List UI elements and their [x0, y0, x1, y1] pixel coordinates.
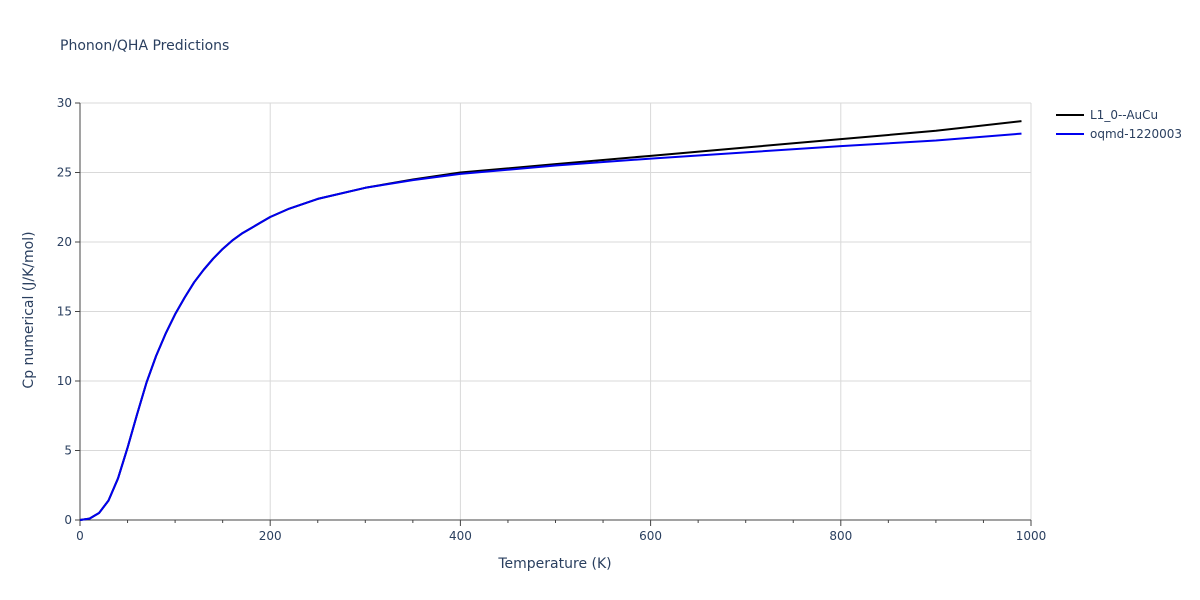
- legend[interactable]: L1_0--AuCu oqmd-1220003: [1056, 108, 1182, 141]
- y-tick-label: 0: [64, 513, 72, 527]
- x-tick-label: 400: [449, 529, 472, 543]
- x-tick-label: 1000: [1016, 529, 1047, 543]
- legend-label: L1_0--AuCu: [1090, 108, 1158, 122]
- series-line-2: [79, 132, 1022, 521]
- y-tick-label: 5: [64, 444, 72, 458]
- y-tick-label: 15: [57, 305, 72, 319]
- legend-item-2[interactable]: oqmd-1220003: [1056, 127, 1182, 141]
- series-lines: [79, 120, 1022, 521]
- chart-title: Phonon/QHA Predictions: [60, 38, 229, 54]
- x-tick-label: 0: [76, 529, 84, 543]
- y-tick-label: 20: [57, 235, 72, 249]
- legend-item-1[interactable]: L1_0--AuCu: [1056, 108, 1158, 122]
- x-tick-label: 600: [639, 529, 662, 543]
- x-tick-label: 200: [259, 529, 282, 543]
- x-axis-title: Temperature (K): [497, 556, 611, 572]
- series-line-1: [79, 120, 1022, 521]
- x-tick-label: 800: [829, 529, 852, 543]
- y-tick-label: 30: [57, 96, 72, 110]
- axes: 0 5 10 15 20 25 30 0 200 400 600 800 1000: [57, 96, 1047, 543]
- y-axis-title: Cp numerical (J/K/mol): [21, 231, 37, 388]
- y-tick-label: 25: [57, 166, 72, 180]
- legend-label: oqmd-1220003: [1090, 127, 1182, 141]
- y-tick-label: 10: [57, 374, 72, 388]
- grid-lines: [80, 102, 1032, 521]
